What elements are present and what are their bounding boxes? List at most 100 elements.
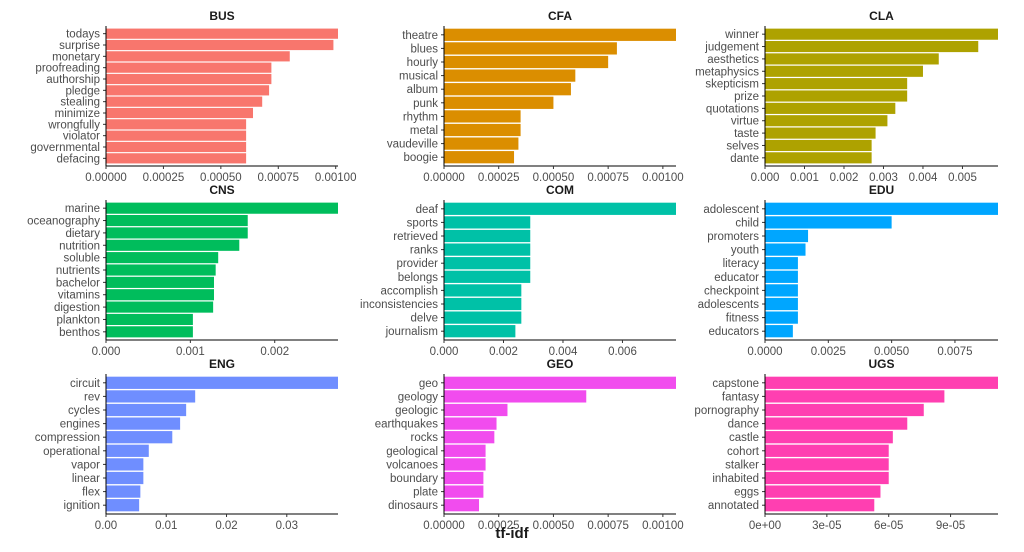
category-label: governmental xyxy=(30,142,100,154)
category-label: blues xyxy=(411,43,439,55)
bar xyxy=(765,229,809,243)
x-tick-label: 0.03 xyxy=(276,520,298,532)
panel-title: GEO xyxy=(546,357,574,371)
bar xyxy=(106,227,248,239)
bar xyxy=(106,458,144,471)
x-tick-label: 0.00100 xyxy=(642,520,684,532)
bar xyxy=(765,243,806,256)
category-label: boogie xyxy=(403,152,438,164)
x-tick-label: 0.00000 xyxy=(423,172,465,184)
x-tick-label: 0.004 xyxy=(549,346,578,358)
bar xyxy=(106,276,214,288)
bar xyxy=(444,69,576,82)
bar xyxy=(444,325,516,338)
bar xyxy=(765,376,998,389)
bar xyxy=(444,243,531,256)
x-tick-label: 3e-05 xyxy=(812,520,841,532)
bar xyxy=(106,107,254,119)
x-tick-label: 0.00025 xyxy=(478,172,520,184)
panel-title: CFA xyxy=(548,9,572,23)
bar xyxy=(765,40,979,53)
category-label: ranks xyxy=(410,245,438,257)
bar xyxy=(444,216,531,229)
category-label: engines xyxy=(60,419,101,431)
category-label: earthquakes xyxy=(375,419,439,431)
bar xyxy=(106,252,219,264)
category-label: belongs xyxy=(398,272,439,284)
bar xyxy=(765,403,924,417)
bar xyxy=(765,390,945,403)
bar xyxy=(765,102,896,114)
category-label: aesthetics xyxy=(707,54,759,66)
bar xyxy=(444,499,480,512)
bar xyxy=(106,214,248,227)
x-tick-label: 0.00075 xyxy=(257,172,299,184)
x-tick-label: 0.000 xyxy=(430,346,459,358)
category-label: wrongfully xyxy=(47,119,100,131)
x-tick-label: 0.0000 xyxy=(747,346,782,358)
category-label: checkpoint xyxy=(704,285,760,297)
category-label: cohort xyxy=(727,446,760,458)
category-label: child xyxy=(735,217,759,229)
bar xyxy=(765,325,793,338)
bar xyxy=(106,39,334,51)
bar xyxy=(106,62,272,73)
bar xyxy=(444,403,508,417)
category-label: compression xyxy=(35,432,100,444)
bar xyxy=(765,202,998,215)
category-label: provider xyxy=(396,258,438,270)
panel-title: EDU xyxy=(868,183,895,197)
category-label: journalism xyxy=(385,326,438,338)
category-label: judgement xyxy=(704,42,760,54)
category-label: vitamins xyxy=(58,290,100,302)
x-tick-label: 0.00050 xyxy=(200,172,242,184)
x-tick-label: 0.0025 xyxy=(811,346,846,358)
bar xyxy=(444,28,676,41)
x-tick-label: 0.00075 xyxy=(587,172,629,184)
bar xyxy=(444,311,522,324)
x-tick-label: 0.00000 xyxy=(423,520,465,532)
bar xyxy=(765,28,998,40)
bar xyxy=(444,297,522,311)
category-label: selves xyxy=(726,140,759,152)
category-label: defacing xyxy=(57,153,100,165)
bar xyxy=(444,417,497,430)
x-tick-label: 0.00025 xyxy=(143,172,185,184)
x-tick-label: 0.001 xyxy=(176,346,205,358)
x-tick-label: 0.001 xyxy=(790,172,819,184)
bar xyxy=(765,127,876,139)
category-label: stalker xyxy=(725,459,759,471)
x-tick-label: 0.002 xyxy=(260,346,289,358)
bar xyxy=(106,289,214,301)
category-label: album xyxy=(407,84,438,96)
bar xyxy=(106,485,141,498)
bar xyxy=(444,485,484,498)
bar xyxy=(444,96,554,109)
bar xyxy=(106,85,270,96)
category-label: ignition xyxy=(64,500,100,512)
bar xyxy=(765,216,892,229)
category-label: dietary xyxy=(65,228,100,240)
category-label: delve xyxy=(411,313,439,325)
category-label: stealing xyxy=(60,97,100,109)
bar xyxy=(444,123,521,137)
x-tick-label: 0.005 xyxy=(948,172,977,184)
bar xyxy=(106,264,216,276)
category-label: virtue xyxy=(731,116,759,128)
category-label: literacy xyxy=(723,258,760,270)
x-tick-label: 0.00100 xyxy=(642,172,684,184)
category-label: linear xyxy=(72,473,100,485)
bar xyxy=(106,301,214,313)
category-label: eggs xyxy=(734,487,759,499)
category-label: fitness xyxy=(726,313,759,325)
bar xyxy=(765,152,872,164)
category-label: rhythm xyxy=(403,111,438,123)
bar xyxy=(765,284,798,297)
category-label: cycles xyxy=(68,405,100,417)
bar xyxy=(765,499,875,512)
bar xyxy=(106,28,338,39)
category-label: plate xyxy=(413,487,438,499)
